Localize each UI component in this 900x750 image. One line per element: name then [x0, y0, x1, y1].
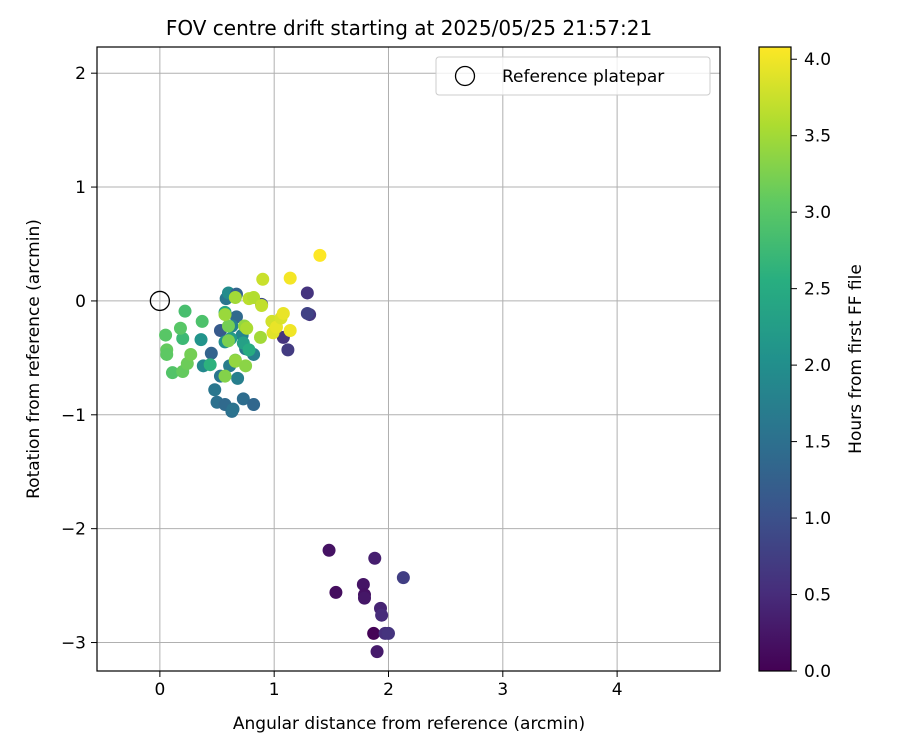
y-tick-label: 0 — [75, 292, 86, 312]
colorbar-label: Hours from first FF file — [846, 264, 866, 454]
scatter-point — [218, 308, 232, 322]
scatter-point — [176, 332, 190, 346]
scatter-point — [228, 354, 242, 368]
scatter-point — [247, 291, 261, 305]
legend-box — [435, 56, 711, 96]
scatter-point — [195, 314, 209, 328]
plot-frame — [96, 46, 721, 672]
scatter-point — [283, 324, 297, 338]
y-tick-label: 2 — [75, 64, 86, 84]
colorbar-tick-label: 0.5 — [804, 586, 831, 606]
x-axis-ticks: 0 1 2 3 4 — [154, 671, 623, 700]
scatter-point — [221, 334, 235, 348]
chart-title: FOV centre drift starting at 2025/05/25 … — [166, 16, 652, 40]
scatter-point — [231, 371, 245, 385]
colorbar-tick-label: 3.0 — [804, 203, 831, 223]
scatter-point — [160, 347, 174, 361]
colorbar: 0.0 0.5 1.0 1.5 2.0 2.5 3.0 3.5 4.0 Hours from f… — [758, 46, 866, 682]
scatter-point — [368, 551, 382, 565]
legend-open-circle-icon — [454, 65, 476, 87]
scatter-point — [184, 347, 198, 361]
colorbar-tick-label: 0.0 — [804, 662, 831, 682]
scatter-point — [228, 291, 242, 305]
scatter-point — [204, 346, 218, 360]
scatter-point — [300, 286, 314, 300]
scatter-point — [300, 306, 314, 320]
colorbar-tick-label: 2.0 — [804, 356, 831, 376]
x-tick-label: 2 — [383, 680, 394, 700]
scatter-point — [329, 585, 343, 599]
reference-marker — [149, 290, 171, 312]
scatter-point — [396, 571, 410, 585]
scatter-point — [236, 392, 250, 406]
colorbar-tick-label: 4.0 — [804, 50, 831, 70]
scatter-point — [221, 319, 235, 333]
reference-point-marker — [149, 290, 171, 312]
grid-lines — [97, 47, 720, 671]
scatter-point — [283, 271, 297, 285]
scatter-point — [247, 398, 261, 412]
x-tick-label: 1 — [269, 680, 280, 700]
legend: Reference platepar — [435, 56, 711, 96]
x-axis-label: Angular distance from reference (arcmin) — [233, 714, 585, 734]
scatter-point — [218, 369, 232, 383]
y-tick-label: −3 — [61, 634, 86, 654]
scatter-point — [242, 343, 256, 357]
scatter-point — [165, 366, 179, 380]
scatter-point — [370, 645, 384, 659]
scatter-point — [178, 304, 192, 318]
scatter-point — [194, 333, 208, 347]
scatter-point — [356, 577, 370, 591]
scatter-point — [159, 328, 173, 342]
scatter-point — [381, 626, 395, 640]
legend-label: Reference platepar — [502, 67, 664, 87]
colorbar-ticks: 0.0 0.5 1.0 1.5 2.0 2.5 3.0 3.5 4.0 — [791, 50, 831, 682]
y-axis-label: Rotation from reference (arcmin) — [24, 219, 44, 499]
x-tick-label: 0 — [154, 680, 165, 700]
scatter-point — [203, 358, 217, 372]
scatter-point — [276, 306, 290, 320]
x-tick-label: 4 — [612, 680, 623, 700]
y-tick-label: 1 — [75, 178, 86, 198]
scatter-point — [357, 591, 371, 605]
colorbar-tick-label: 3.5 — [804, 127, 831, 147]
colorbar-tick-label: 1.0 — [804, 509, 831, 529]
x-tick-label: 3 — [497, 680, 508, 700]
scatter-point — [239, 359, 253, 373]
y-tick-label: −1 — [61, 406, 86, 426]
y-axis-ticks: −3 −2 −1 0 1 2 — [61, 64, 97, 654]
colorbar-tick-label: 1.5 — [804, 433, 831, 453]
scatter-point — [226, 402, 240, 416]
y-tick-label: −2 — [61, 520, 86, 540]
scatter-point — [281, 343, 295, 357]
scatter-points — [159, 248, 410, 659]
scatter-point — [255, 298, 269, 312]
scatter-point — [208, 383, 222, 397]
scatter-point — [375, 608, 389, 622]
scatter-point — [253, 330, 267, 344]
scatter-point — [322, 543, 336, 557]
scatter-point — [313, 248, 327, 262]
scatter-point — [240, 321, 254, 335]
colorbar-gradient — [758, 46, 792, 672]
scatter-point — [256, 272, 270, 286]
colorbar-tick-label: 2.5 — [804, 280, 831, 300]
scatter-point — [173, 321, 187, 335]
scatter-point — [367, 626, 381, 640]
